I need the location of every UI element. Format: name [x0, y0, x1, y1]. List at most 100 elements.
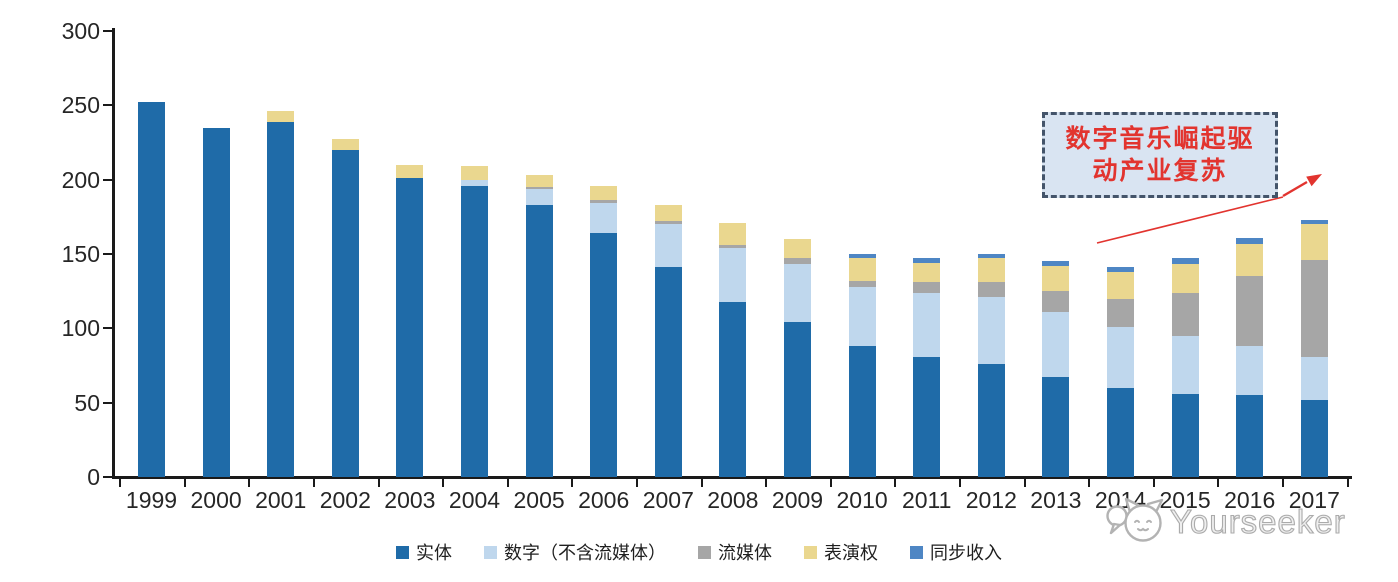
bar-segment-2007 — [654, 267, 682, 477]
x-axis-label: 2016 — [1224, 487, 1276, 513]
bar-segment-2010 — [848, 346, 876, 477]
bar-segment-2005 — [525, 175, 553, 188]
x-axis-label: 2003 — [384, 487, 436, 513]
bar-segment-2008 — [719, 222, 747, 246]
bar-segment-2001 — [267, 111, 295, 122]
y-axis-tick — [103, 104, 112, 107]
legend-label: 同步收入 — [930, 543, 1002, 563]
legend-swatch-icon — [396, 545, 409, 559]
bar-segment-2015 — [1171, 335, 1199, 394]
bar-segment-2005 — [525, 188, 553, 205]
bar-segment-2006 — [590, 185, 618, 201]
bar-segment-2003 — [396, 178, 424, 477]
bar-segment-2014 — [1107, 298, 1134, 327]
legend-item: 实体 — [396, 539, 452, 565]
x-axis-tick — [119, 479, 122, 487]
bar-segment-2002 — [331, 139, 359, 150]
bar-segment-2010 — [848, 280, 876, 287]
x-axis-tick — [1023, 479, 1026, 487]
x-axis-label: 2005 — [513, 487, 565, 513]
bar-segment-2011 — [913, 292, 941, 357]
bar-segment-2010 — [848, 286, 876, 347]
bar-segment-2011 — [913, 258, 941, 263]
bar-segment-2008 — [719, 245, 747, 248]
y-axis-tick — [103, 401, 112, 404]
annotation-box: 数字音乐崛起驱 动产业复苏 — [1042, 112, 1278, 198]
legend-swatch-icon — [910, 545, 923, 559]
bar-segment-1999 — [138, 102, 165, 477]
bar-segment-2009 — [784, 322, 811, 477]
bar-segment-2002 — [331, 149, 359, 477]
bar-segment-2013 — [1042, 377, 1070, 477]
x-axis-tick — [377, 479, 380, 487]
legend-item: 流媒体 — [698, 539, 772, 565]
y-axis-tick — [103, 29, 112, 32]
bar-segment-2016 — [1236, 276, 1264, 347]
x-axis-label: 2015 — [1159, 487, 1211, 513]
x-axis-tick — [894, 479, 897, 487]
y-axis-label: 50 — [74, 389, 100, 416]
bar-segment-2009 — [784, 239, 811, 259]
bar-segment-2009 — [784, 258, 811, 265]
bar-segment-2004 — [461, 166, 488, 180]
legend-swatch-icon — [804, 545, 817, 559]
y-axis-tick — [103, 178, 112, 181]
x-axis-tick — [1088, 479, 1091, 487]
bar-segment-2000 — [202, 127, 230, 477]
x-axis-label: 2006 — [578, 487, 630, 513]
x-axis-tick — [442, 479, 445, 487]
bar-segment-2012 — [977, 282, 1005, 298]
bar-segment-2013 — [1042, 261, 1070, 266]
x-axis-tick — [506, 479, 509, 487]
bar-segment-2016 — [1236, 243, 1264, 277]
x-axis-label: 2013 — [1030, 487, 1082, 513]
y-axis-tick — [103, 252, 112, 255]
legend-label: 实体 — [416, 543, 452, 563]
bar-segment-2010 — [848, 253, 876, 259]
bar-segment-2008 — [719, 248, 747, 302]
y-axis-label: 300 — [61, 17, 100, 44]
bar-segment-2008 — [719, 301, 747, 477]
bar-segment-2006 — [590, 200, 618, 204]
bar-segment-2003 — [396, 164, 424, 179]
legend-swatch-icon — [698, 545, 711, 559]
annotation-line1: 数字音乐崛起驱 — [1065, 124, 1255, 153]
bar-segment-2004 — [461, 185, 488, 477]
y-axis-label: 150 — [61, 240, 100, 267]
x-axis-tick — [248, 479, 251, 487]
bar-segment-2011 — [913, 282, 941, 293]
x-axis-label: 2001 — [255, 487, 307, 513]
bar-segment-2006 — [590, 233, 618, 477]
x-axis-label: 1999 — [125, 487, 178, 513]
x-axis-label: 2008 — [707, 487, 759, 513]
bar-segment-2013 — [1042, 291, 1070, 312]
bar-segment-2013 — [1042, 265, 1070, 292]
y-axis-label: 0 — [87, 464, 100, 490]
bar-segment-2016 — [1236, 237, 1264, 244]
bar-segment-2006 — [590, 203, 618, 234]
bar-segment-2012 — [977, 363, 1005, 477]
bar-segment-2016 — [1236, 346, 1264, 396]
legend: 实体 数字（不含流媒体） 流媒体 表演权 同步收入 — [0, 538, 1398, 566]
bar-segment-2017 — [1300, 219, 1328, 225]
legend-swatch-icon — [484, 545, 497, 559]
bar-segment-2009 — [784, 264, 811, 323]
arrow-line-short — [1282, 180, 1308, 198]
legend-item: 表演权 — [804, 539, 878, 565]
bar-segment-2011 — [913, 262, 941, 283]
bar-segment-2012 — [977, 297, 1005, 364]
bar-segment-2005 — [525, 187, 553, 189]
bar-segment-2015 — [1171, 292, 1199, 336]
bar-segment-2007 — [654, 204, 682, 222]
bar-segment-2017 — [1300, 399, 1328, 477]
legend-label: 数字（不含流媒体） — [504, 543, 666, 563]
bar-segment-2017 — [1300, 259, 1328, 357]
legend-label: 流媒体 — [718, 543, 772, 563]
bar-segment-2014 — [1107, 267, 1134, 272]
x-axis-label: 2007 — [642, 487, 694, 513]
x-axis-tick — [1282, 479, 1284, 487]
x-axis-label: 2009 — [771, 487, 824, 513]
x-axis-tick — [959, 479, 961, 487]
x-axis-label: 2012 — [965, 487, 1017, 513]
